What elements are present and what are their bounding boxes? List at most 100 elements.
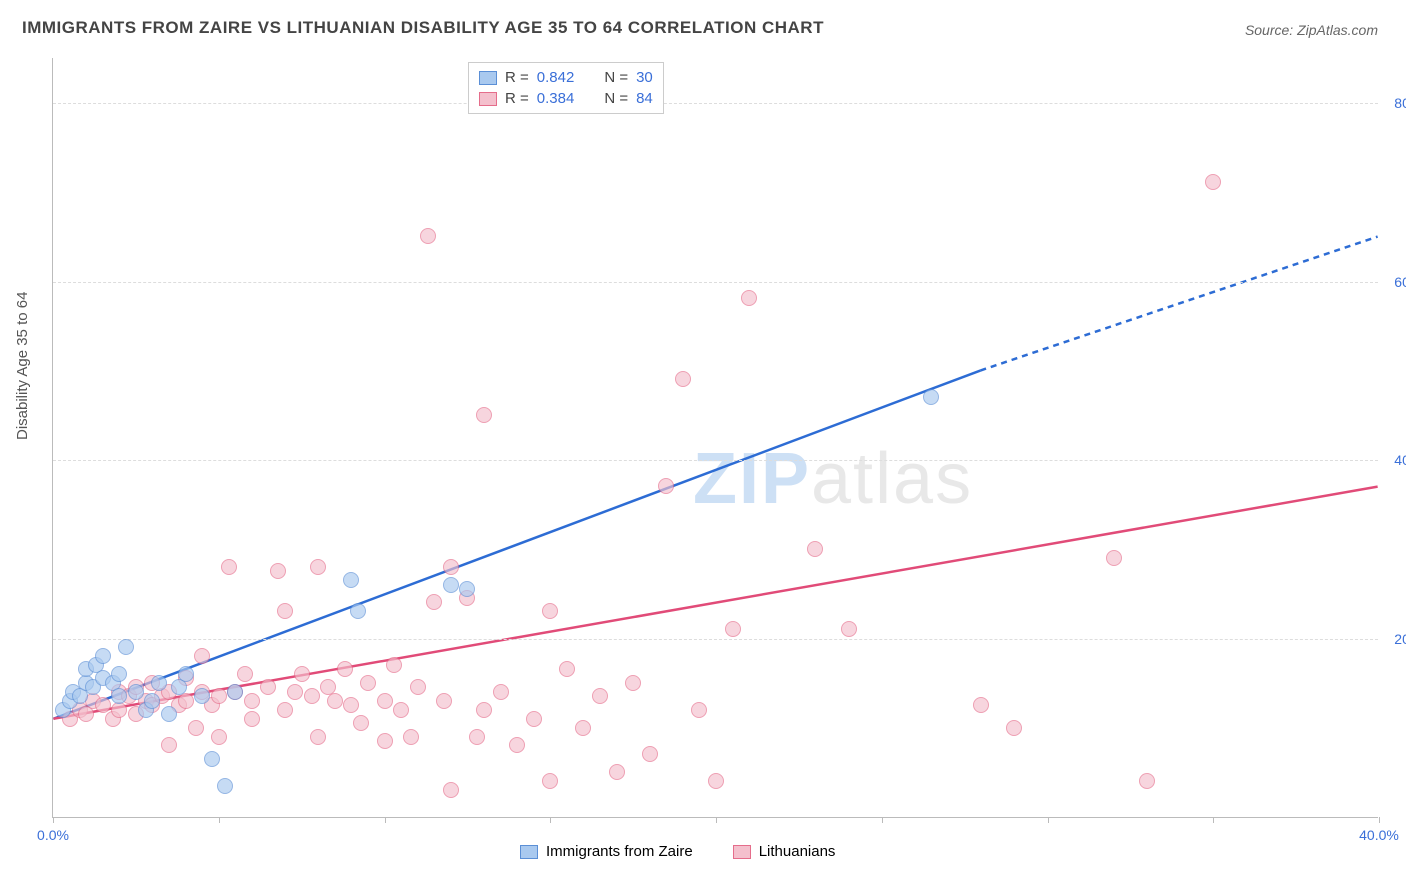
- point-lithuanian: [327, 693, 343, 709]
- point-lithuanian: [436, 693, 452, 709]
- point-lithuanian: [393, 702, 409, 718]
- legend-item-zaire: Immigrants from Zaire: [520, 843, 693, 860]
- point-lithuanian: [343, 697, 359, 713]
- point-zaire: [161, 706, 177, 722]
- x-tick: [53, 817, 54, 823]
- stats-row-zaire: R = 0.842 N = 30: [479, 67, 653, 88]
- point-lithuanian: [360, 675, 376, 691]
- r-label: R =: [505, 69, 529, 86]
- point-zaire: [118, 639, 134, 655]
- point-lithuanian: [526, 711, 542, 727]
- point-lithuanian: [377, 733, 393, 749]
- watermark-atlas: atlas: [811, 439, 973, 519]
- point-zaire: [151, 675, 167, 691]
- point-lithuanian: [559, 661, 575, 677]
- n-label: N =: [604, 90, 628, 107]
- swatch-zaire: [479, 71, 497, 85]
- point-lithuanian: [609, 764, 625, 780]
- y-tick-label: 80.0%: [1394, 95, 1406, 111]
- gridline: [53, 282, 1378, 283]
- point-lithuanian: [294, 666, 310, 682]
- point-lithuanian: [476, 702, 492, 718]
- point-zaire: [204, 751, 220, 767]
- x-tick-label: 0.0%: [37, 827, 69, 843]
- y-tick-label: 60.0%: [1394, 274, 1406, 290]
- point-lithuanian: [420, 228, 436, 244]
- point-lithuanian: [675, 371, 691, 387]
- point-zaire: [227, 684, 243, 700]
- point-lithuanian: [337, 661, 353, 677]
- point-lithuanian: [211, 729, 227, 745]
- point-lithuanian: [443, 559, 459, 575]
- x-tick: [716, 817, 717, 823]
- point-zaire: [459, 581, 475, 597]
- point-zaire: [343, 572, 359, 588]
- stats-legend: R = 0.842 N = 30 R = 0.384 N = 84: [468, 62, 664, 114]
- point-lithuanian: [221, 559, 237, 575]
- watermark-zip: ZIP: [693, 439, 811, 519]
- r-value-zaire: 0.842: [537, 69, 575, 86]
- point-lithuanian: [642, 746, 658, 762]
- n-label: N =: [604, 69, 628, 86]
- x-tick: [882, 817, 883, 823]
- point-lithuanian: [386, 657, 402, 673]
- point-lithuanian: [244, 711, 260, 727]
- x-tick: [1379, 817, 1380, 823]
- series-legend: Immigrants from Zaire Lithuanians: [520, 843, 835, 860]
- point-lithuanian: [1205, 174, 1221, 190]
- plot-area: ZIPatlas 20.0%40.0%60.0%80.0%0.0%40.0%: [52, 58, 1378, 818]
- point-lithuanian: [575, 720, 591, 736]
- point-lithuanian: [807, 541, 823, 557]
- point-lithuanian: [426, 594, 442, 610]
- y-tick-label: 40.0%: [1394, 452, 1406, 468]
- legend-item-lithuanian: Lithuanians: [733, 843, 836, 860]
- point-zaire: [178, 666, 194, 682]
- point-lithuanian: [542, 773, 558, 789]
- point-zaire: [95, 648, 111, 664]
- point-lithuanian: [237, 666, 253, 682]
- gridline: [53, 103, 1378, 104]
- point-lithuanian: [493, 684, 509, 700]
- watermark: ZIPatlas: [693, 438, 973, 520]
- point-lithuanian: [277, 702, 293, 718]
- point-lithuanian: [188, 720, 204, 736]
- point-lithuanian: [377, 693, 393, 709]
- point-zaire: [923, 389, 939, 405]
- swatch-lithuanian: [733, 845, 751, 859]
- x-tick: [219, 817, 220, 823]
- x-tick: [385, 817, 386, 823]
- point-lithuanian: [287, 684, 303, 700]
- r-label: R =: [505, 90, 529, 107]
- point-lithuanian: [476, 407, 492, 423]
- point-lithuanian: [244, 693, 260, 709]
- point-lithuanian: [403, 729, 419, 745]
- point-lithuanian: [1006, 720, 1022, 736]
- point-zaire: [194, 688, 210, 704]
- point-lithuanian: [161, 737, 177, 753]
- point-lithuanian: [841, 621, 857, 637]
- point-zaire: [443, 577, 459, 593]
- n-value-zaire: 30: [636, 69, 653, 86]
- y-tick-label: 20.0%: [1394, 631, 1406, 647]
- point-lithuanian: [691, 702, 707, 718]
- point-lithuanian: [310, 559, 326, 575]
- point-lithuanian: [542, 603, 558, 619]
- point-lithuanian: [194, 648, 210, 664]
- point-lithuanian: [973, 697, 989, 713]
- y-axis-title: Disability Age 35 to 64: [14, 292, 31, 440]
- point-lithuanian: [260, 679, 276, 695]
- x-tick: [1213, 817, 1214, 823]
- point-lithuanian: [658, 478, 674, 494]
- point-lithuanian: [353, 715, 369, 731]
- point-lithuanian: [304, 688, 320, 704]
- legend-label-lithuanian: Lithuanians: [759, 843, 836, 860]
- point-lithuanian: [592, 688, 608, 704]
- point-lithuanian: [310, 729, 326, 745]
- gridline: [53, 460, 1378, 461]
- point-lithuanian: [741, 290, 757, 306]
- x-tick: [1048, 817, 1049, 823]
- point-zaire: [217, 778, 233, 794]
- point-lithuanian: [1139, 773, 1155, 789]
- point-zaire: [128, 684, 144, 700]
- point-lithuanian: [625, 675, 641, 691]
